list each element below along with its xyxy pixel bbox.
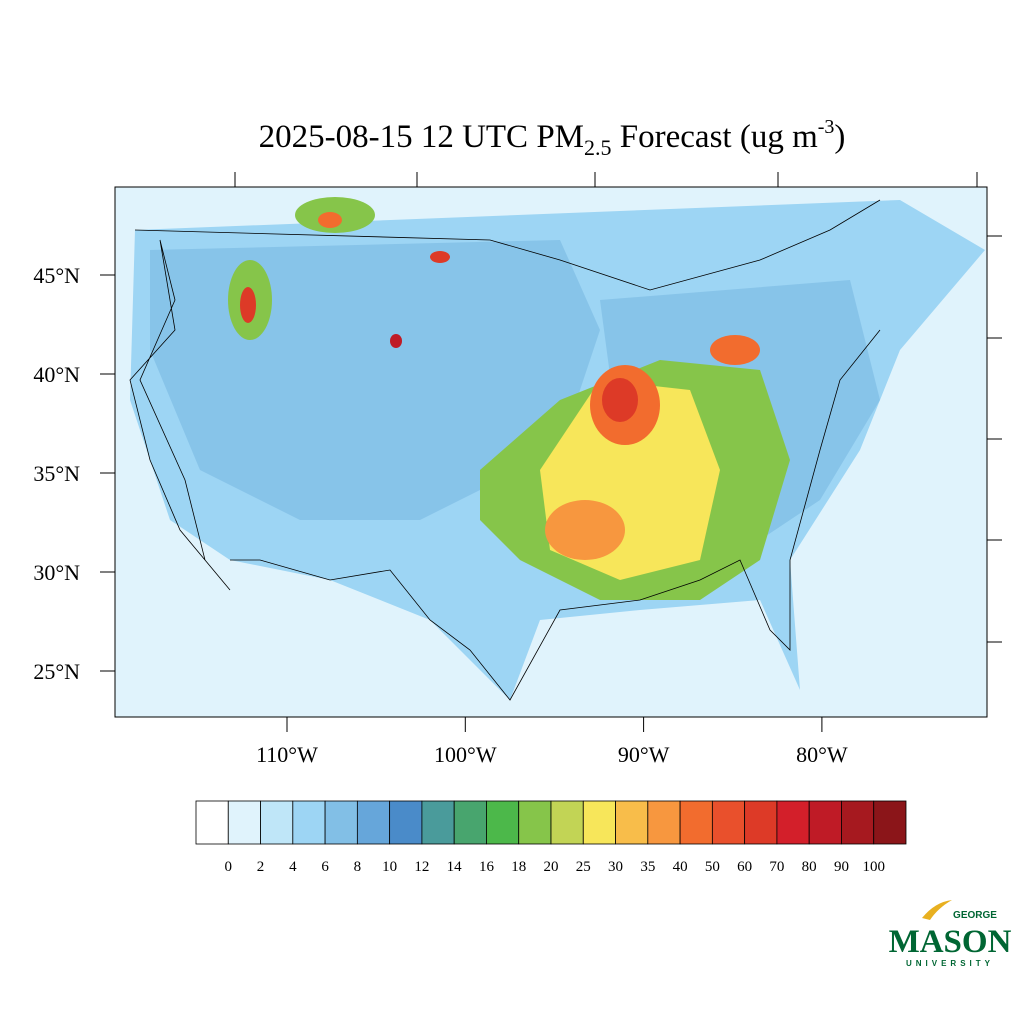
lat-label: 40°N [33,362,80,387]
colorbar-label: 4 [289,859,297,875]
colorbar-label: 90 [834,859,849,875]
colorbar-box [227,800,261,845]
colorbar-label: 40 [673,859,688,875]
colorbar-label: 70 [769,859,784,875]
lon-label: 80°W [796,742,848,767]
colorbar-box [195,800,229,845]
lon-label: 90°W [618,742,670,767]
colorbar-label: 6 [321,859,329,875]
logo-main: MASON [889,924,1012,960]
colorbar-label: 2 [257,859,265,875]
colorbar-label: 12 [414,859,429,875]
lat-label: 45°N [33,263,80,288]
lat-label: 35°N [33,461,80,486]
colorbar-box [841,800,875,845]
colorbar-box [324,800,358,845]
colorbar-box [711,800,746,845]
colorbar-label: 80 [802,859,817,875]
colorbar-box [550,800,584,845]
lon-label: 110°W [256,742,318,767]
logo-top: GEORGE [953,910,997,921]
map-title: 2025-08-15 12 UTC PM2.5 Forecast (ug m-3… [259,116,846,160]
title-part: ) [834,119,845,155]
colorbar-box [292,800,326,845]
colorbar-box [615,800,649,845]
colorbar-box [453,800,487,845]
colorbar-label: 18 [511,859,526,875]
colorbar-label: 60 [737,859,752,875]
title-superscript: -3 [818,116,835,138]
map-field [114,172,1002,718]
colorbar-label: 10 [382,859,397,875]
colorbar-label: 20 [544,859,559,875]
colorbar-label: 100 [862,859,885,875]
colorbar-box [582,800,616,845]
title-part: Forecast (ug m [612,119,819,155]
colorbar-box [647,800,681,845]
colorbar-label: 35 [640,859,655,875]
colorbar-label: 16 [479,859,495,875]
colorbar-box [389,800,423,845]
colorbar-box [744,800,778,845]
logo: GEORGE MASON UNIVERSITY [889,900,1012,968]
logo-bottom: UNIVERSITY [906,959,994,968]
colorbar-box [518,800,552,845]
colorbar-box [421,800,455,845]
colorbar-label: 30 [608,859,623,875]
colorbar-box [260,800,294,845]
colorbar-label: 0 [225,859,233,875]
colorbar-box [486,800,520,845]
colorbar-box [808,800,842,845]
colorbar-label: 50 [705,859,720,875]
colorbar-box [679,800,713,845]
lon-label: 100°W [434,742,497,767]
colorbar-label: 14 [447,859,463,875]
title-subscript: 2.5 [584,135,612,160]
colorbar-box [776,800,810,845]
colorbar-label: 8 [354,859,362,875]
colorbar-label: 25 [576,859,591,875]
lat-label: 25°N [33,659,80,684]
colorbar-box [356,800,391,845]
colorbar-box [873,800,907,845]
title-part: 2025-08-15 12 UTC PM [259,119,584,155]
lat-label: 30°N [33,560,80,585]
